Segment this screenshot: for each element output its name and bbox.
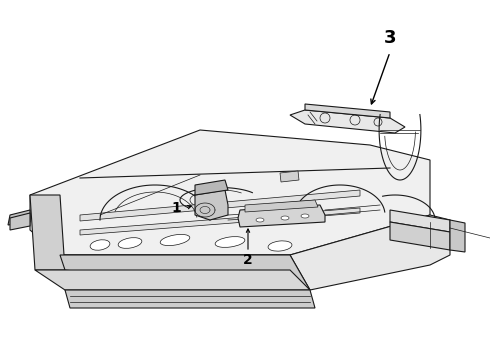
Ellipse shape [256, 218, 264, 222]
Ellipse shape [160, 234, 190, 246]
Polygon shape [450, 220, 465, 252]
Ellipse shape [90, 240, 110, 250]
Polygon shape [60, 255, 295, 270]
Polygon shape [305, 104, 390, 118]
Polygon shape [290, 110, 405, 133]
Polygon shape [290, 215, 450, 290]
Polygon shape [35, 270, 310, 290]
Ellipse shape [281, 216, 289, 220]
Ellipse shape [215, 237, 245, 247]
Text: 2: 2 [243, 253, 253, 267]
Polygon shape [65, 290, 315, 308]
Polygon shape [245, 200, 318, 212]
Polygon shape [238, 205, 325, 227]
Polygon shape [80, 208, 360, 235]
Ellipse shape [301, 214, 309, 218]
Polygon shape [8, 210, 30, 225]
Polygon shape [195, 190, 228, 220]
Polygon shape [80, 190, 360, 221]
Ellipse shape [268, 241, 292, 251]
Text: 3: 3 [384, 29, 396, 47]
Polygon shape [60, 255, 310, 295]
Ellipse shape [118, 238, 142, 248]
Polygon shape [10, 213, 30, 230]
Polygon shape [30, 195, 65, 270]
Polygon shape [195, 180, 228, 195]
Polygon shape [390, 210, 450, 232]
Polygon shape [390, 222, 450, 250]
Text: 1: 1 [171, 201, 181, 215]
Polygon shape [30, 130, 430, 255]
Polygon shape [280, 171, 299, 182]
